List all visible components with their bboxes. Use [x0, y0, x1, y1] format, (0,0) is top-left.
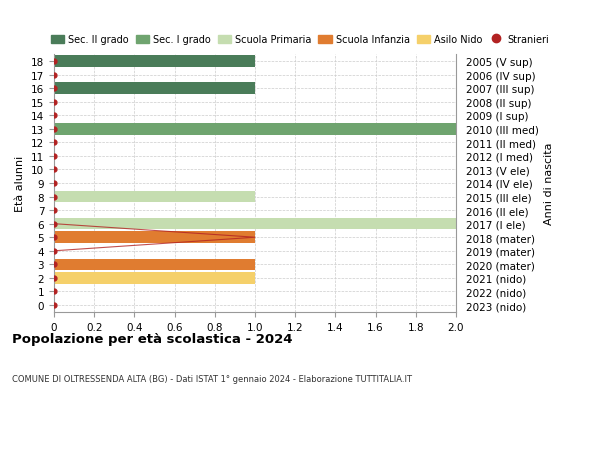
Y-axis label: Età alunni: Età alunni: [16, 156, 25, 212]
Bar: [54, 232, 255, 243]
Bar: [54, 56, 255, 67]
Bar: [54, 83, 255, 95]
Bar: [54, 218, 456, 230]
Bar: [54, 273, 255, 284]
Legend: Sec. II grado, Sec. I grado, Scuola Primaria, Scuola Infanzia, Asilo Nido, Stran: Sec. II grado, Sec. I grado, Scuola Prim…: [51, 35, 549, 45]
Bar: [54, 124, 456, 135]
Text: COMUNE DI OLTRESSENDA ALTA (BG) - Dati ISTAT 1° gennaio 2024 - Elaborazione TUTT: COMUNE DI OLTRESSENDA ALTA (BG) - Dati I…: [12, 374, 412, 383]
Text: Popolazione per età scolastica - 2024: Popolazione per età scolastica - 2024: [12, 333, 293, 346]
Bar: [54, 259, 255, 270]
Bar: [54, 191, 255, 203]
Y-axis label: Anni di nascita: Anni di nascita: [544, 142, 554, 225]
